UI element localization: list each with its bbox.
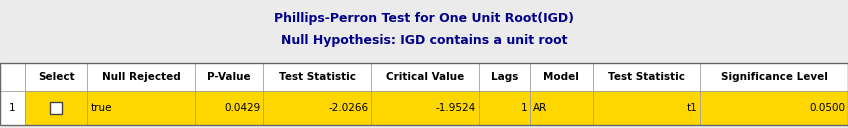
- Bar: [593, 63, 700, 91]
- Bar: [593, 91, 700, 125]
- Bar: [25, 63, 87, 91]
- Bar: [195, 63, 264, 91]
- Bar: [479, 91, 530, 125]
- Bar: [0, 91, 25, 125]
- Bar: [0, 63, 848, 125]
- Text: Test Statistic: Test Statistic: [608, 72, 685, 82]
- Text: 1: 1: [9, 103, 16, 113]
- Bar: [700, 91, 848, 125]
- Bar: [530, 63, 593, 91]
- Text: 1: 1: [521, 103, 527, 113]
- Text: true: true: [91, 103, 112, 113]
- Bar: [479, 63, 530, 91]
- Bar: [371, 63, 479, 91]
- Text: t1: t1: [687, 103, 697, 113]
- Text: Model: Model: [544, 72, 579, 82]
- Text: -1.9524: -1.9524: [436, 103, 476, 113]
- Bar: [195, 91, 264, 125]
- Bar: [264, 63, 371, 91]
- Bar: [264, 91, 371, 125]
- Text: 0.0429: 0.0429: [224, 103, 260, 113]
- Text: Significance Level: Significance Level: [721, 72, 828, 82]
- Text: -2.0266: -2.0266: [328, 103, 368, 113]
- Text: 0.0500: 0.0500: [809, 103, 845, 113]
- Bar: [371, 91, 479, 125]
- Bar: [87, 91, 195, 125]
- Bar: [87, 63, 195, 91]
- Text: Test Statistic: Test Statistic: [279, 72, 356, 82]
- Text: Phillips-Perron Test for One Unit Root(IGD): Phillips-Perron Test for One Unit Root(I…: [274, 12, 574, 25]
- Text: Null Rejected: Null Rejected: [102, 72, 181, 82]
- Text: Lags: Lags: [491, 72, 518, 82]
- Text: Critical Value: Critical Value: [386, 72, 464, 82]
- Bar: [0, 63, 25, 91]
- Text: Null Hypothesis: IGD contains a unit root: Null Hypothesis: IGD contains a unit roo…: [281, 34, 567, 47]
- Bar: [25, 91, 87, 125]
- Text: P-Value: P-Value: [208, 72, 251, 82]
- Bar: [530, 91, 593, 125]
- Bar: [50, 102, 62, 114]
- Text: AR: AR: [533, 103, 548, 113]
- Text: Select: Select: [38, 72, 75, 82]
- Bar: [700, 63, 848, 91]
